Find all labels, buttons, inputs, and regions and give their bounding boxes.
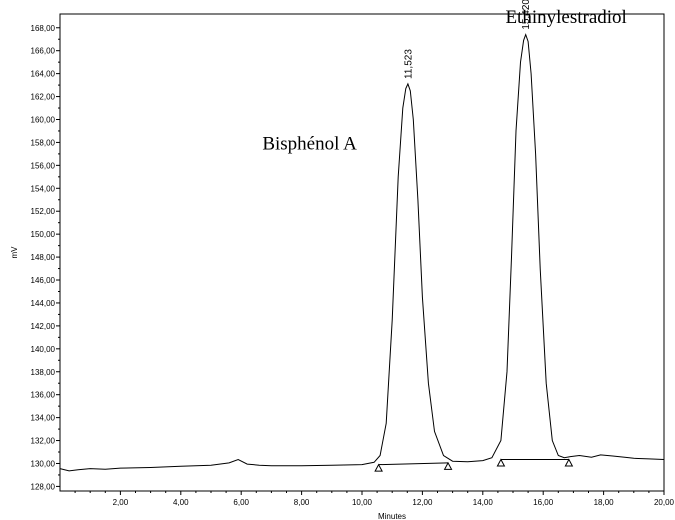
x-tick-label: 4,00: [173, 498, 189, 507]
y-tick-label: 148,00: [31, 253, 56, 262]
y-tick-label: 142,00: [31, 322, 56, 331]
integration-marker: [564, 458, 574, 467]
x-tick-label: 16,00: [533, 498, 554, 507]
y-tick-label: 158,00: [31, 138, 56, 147]
integration-marker: [496, 458, 506, 467]
x-tick-label: 20,00: [654, 498, 675, 507]
y-tick-label: 164,00: [31, 70, 56, 79]
integration-marker: [443, 461, 453, 470]
y-tick-label: 134,00: [31, 414, 56, 423]
y-tick-label: 140,00: [31, 345, 56, 354]
x-tick-label: 18,00: [594, 498, 615, 507]
compound-annotation: Ethinylestradiol: [505, 7, 626, 28]
y-tick-label: 150,00: [31, 230, 56, 239]
x-tick-label: 8,00: [294, 498, 310, 507]
x-tick-label: 6,00: [233, 498, 249, 507]
baseline: [378, 462, 449, 466]
y-tick-label: 144,00: [31, 299, 56, 308]
x-axis-title: Minutes: [378, 512, 406, 520]
peak-retention-label: 11,523: [403, 49, 414, 79]
y-tick-label: 136,00: [31, 391, 56, 400]
peak-retention-label: 15,420: [521, 0, 532, 30]
integration-marker: [374, 463, 383, 472]
y-tick-label: 162,00: [31, 93, 56, 102]
x-tick-label: 14,00: [473, 498, 494, 507]
peak-labels: 11,523 15,420: [403, 0, 532, 79]
y-tick-label: 154,00: [31, 184, 56, 193]
y-tick-label: 160,00: [31, 115, 56, 124]
y-tick-label: 168,00: [31, 24, 56, 33]
y-tick-label: 130,00: [31, 459, 56, 468]
plot-frame: [59, 13, 665, 492]
y-axis: 128,00 130,00 132,00 134,00 136,00 138,00 140,…: [31, 24, 60, 491]
y-tick-label: 128,00: [31, 482, 56, 491]
y-tick-label: 152,00: [31, 207, 56, 216]
x-tick-label: 12,00: [412, 498, 433, 507]
y-tick-label: 146,00: [31, 276, 56, 285]
signal-trace: [59, 33, 665, 472]
compound-annotation: Bisphénol A: [262, 133, 357, 154]
integration-markers: [374, 458, 574, 472]
y-tick-label: 138,00: [31, 368, 56, 377]
compound-annotations: Bisphénol A Ethinylestradiol: [262, 7, 626, 154]
x-tick-label: 10,00: [352, 498, 373, 507]
x-tick-label: 2,00: [113, 498, 129, 507]
y-tick-label: 156,00: [31, 161, 56, 170]
y-tick-label: 166,00: [31, 47, 56, 56]
y-tick-label: 132,00: [31, 437, 56, 446]
x-axis: 2,00 4,00 6,00 8,00 10,00 12,00 14,00 16,00 18,0…: [74, 491, 675, 507]
integration-baselines: [378, 458, 569, 466]
y-axis-title: mV: [10, 246, 19, 259]
